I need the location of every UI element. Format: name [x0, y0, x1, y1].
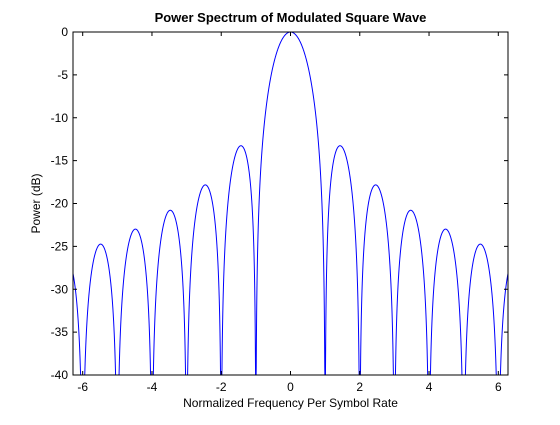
y-tick-label: -25 [51, 239, 69, 253]
y-tick-label: -30 [51, 282, 69, 296]
x-axis-label: Normalized Frequency Per Symbol Rate [183, 396, 398, 410]
x-tick-label: -2 [216, 380, 227, 394]
y-tick-label: 0 [61, 25, 68, 39]
x-tick-label: -4 [147, 380, 158, 394]
y-axis-label: Power (dB) [29, 173, 43, 233]
y-tick-label: -40 [51, 368, 69, 382]
y-tick-label: -20 [51, 197, 69, 211]
x-tick-label: 6 [495, 380, 502, 394]
x-tick-label: 4 [426, 380, 433, 394]
x-tick-label: 0 [287, 380, 294, 394]
x-tick-label: 2 [356, 380, 363, 394]
x-tick-label: -6 [77, 380, 88, 394]
y-tick-label: -35 [51, 325, 69, 339]
tick-group: -6 -4 -2 0 2 4 60-5-10-15-20-25-30-35-40 [51, 25, 508, 394]
y-tick-label: -10 [51, 111, 69, 125]
chart-title: Power Spectrum of Modulated Square Wave [155, 10, 427, 25]
y-tick-label: -15 [51, 154, 69, 168]
plot-area [73, 32, 508, 375]
y-tick-label: -5 [57, 68, 68, 82]
